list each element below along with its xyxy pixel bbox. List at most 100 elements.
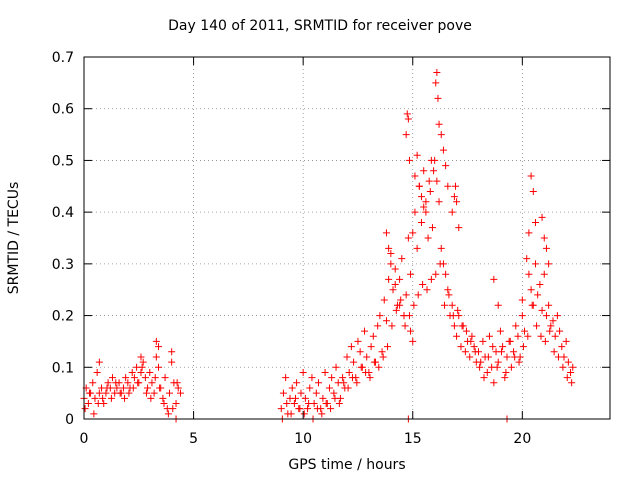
data-point [128,368,136,376]
data-point [363,353,371,361]
data-point [391,265,399,273]
data-point [541,337,549,345]
data-point [369,332,377,340]
data-point [291,394,299,402]
axis-ticks: 0 0.1 0.2 0.3 0.4 0.5 0.6 0.7 0 5 10 15 20 [52,50,610,447]
data-point [382,317,390,325]
data-point [398,255,406,263]
data-point [435,120,443,128]
data-point [119,384,127,392]
data-point [413,151,421,159]
data-point [468,332,476,340]
data-point [85,389,93,397]
data-point [138,363,146,371]
data-point [476,363,484,371]
x-tick-label: 15 [404,431,422,447]
data-point [433,177,441,185]
data-point [529,187,537,195]
data-point [518,312,526,320]
data-point [410,301,418,309]
data-point [375,363,383,371]
data-point [378,348,386,356]
data-point [367,343,375,351]
data-point [538,213,546,221]
data-point [322,399,330,407]
data-point [103,384,111,392]
data-point [435,198,443,206]
x-axis-label: GPS time / hours [288,457,406,473]
data-point [348,374,356,382]
data-point [502,368,510,376]
data-point [550,348,558,356]
data-point [168,358,176,366]
data-point [277,405,285,413]
data-point [113,384,121,392]
data-point [485,332,493,340]
data-point [146,368,154,376]
data-point [304,405,312,413]
data-point [297,389,305,397]
data-point [165,389,173,397]
data-point [525,229,533,237]
data-point [315,379,323,387]
data-point [405,156,413,164]
data-point [288,384,296,392]
data-point [428,224,436,232]
data-point [493,363,501,371]
data-point [169,405,177,413]
data-point [385,244,393,252]
data-point [467,337,475,345]
data-point [112,379,120,387]
data-point [427,156,435,164]
data-point [537,332,545,340]
data-point [93,368,101,376]
data-point [554,353,562,361]
data-point [400,312,408,320]
data-point [534,291,542,299]
data-point [540,270,548,278]
data-point [422,198,430,206]
data-point [458,322,466,330]
data-point [569,363,577,371]
data-point [116,389,124,397]
data-point [545,260,553,268]
data-point [420,167,428,175]
data-point [567,368,575,376]
data-point [483,368,491,376]
data-point [524,332,532,340]
y-tick-label: 0.2 [52,309,74,325]
x-tick-label: 10 [294,431,312,447]
y-tick-label: 0.5 [52,153,74,169]
data-point [402,131,410,139]
data-point [479,337,487,345]
data-point [161,374,169,382]
data-point [332,363,340,371]
data-point [95,358,103,366]
data-point [546,327,554,335]
data-point [282,374,290,382]
data-point [104,379,112,387]
data-point [335,399,343,407]
data-point [407,327,415,335]
data-point [152,337,160,345]
data-point [528,301,536,309]
data-point [545,301,553,309]
data-point [168,348,176,356]
data-point [391,281,399,289]
data-point [151,374,159,382]
data-point [125,389,133,397]
data-point [374,322,382,330]
data-point [380,296,388,304]
data-point [414,291,422,299]
data-point [331,394,339,402]
data-point [527,172,535,180]
data-point [160,399,168,407]
data-point [379,353,387,361]
data-point [387,260,395,268]
data-point [328,374,336,382]
data-point [361,327,369,335]
data-point [519,343,527,351]
data-point [501,374,509,382]
y-tick-label: 0.7 [52,50,74,66]
